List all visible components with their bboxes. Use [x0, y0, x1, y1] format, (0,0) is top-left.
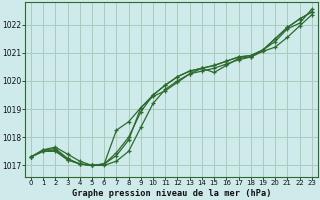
X-axis label: Graphe pression niveau de la mer (hPa): Graphe pression niveau de la mer (hPa)	[72, 189, 271, 198]
